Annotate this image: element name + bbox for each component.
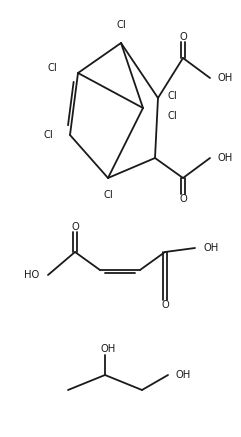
Text: O: O <box>179 32 187 42</box>
Text: HO: HO <box>24 270 39 280</box>
Text: Cl: Cl <box>103 190 113 200</box>
Text: OH: OH <box>218 153 233 163</box>
Text: OH: OH <box>100 344 116 354</box>
Text: Cl: Cl <box>43 130 53 140</box>
Text: OH: OH <box>218 73 233 83</box>
Text: O: O <box>179 194 187 204</box>
Text: OH: OH <box>203 243 218 253</box>
Text: O: O <box>71 222 79 232</box>
Text: Cl: Cl <box>116 20 126 30</box>
Text: Cl: Cl <box>168 91 178 101</box>
Text: O: O <box>161 300 169 310</box>
Text: Cl: Cl <box>47 63 57 73</box>
Text: OH: OH <box>176 370 191 380</box>
Text: Cl: Cl <box>168 111 178 121</box>
